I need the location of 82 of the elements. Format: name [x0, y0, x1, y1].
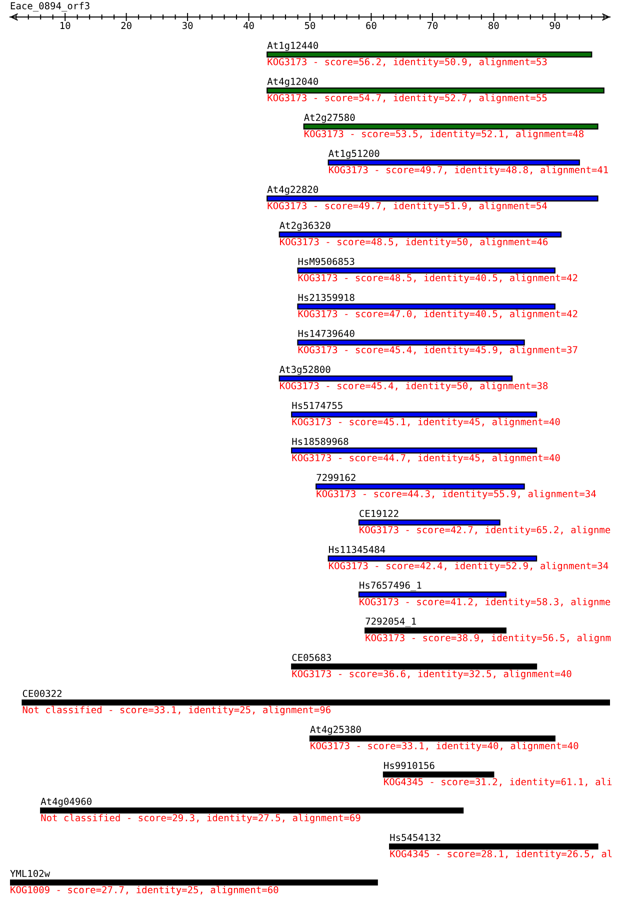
x-tick-label: 80: [488, 22, 499, 30]
bar: [309, 736, 556, 742]
bar: [40, 808, 464, 814]
y-tick-label: At1g51200: [328, 150, 380, 159]
annotation: KOG3173 - score=54.7, identity=52.7, alignment=55: [268, 94, 547, 104]
annotation: KOG3173 - score=44.3, identity=55.9, alignment=34: [316, 490, 596, 500]
bar: [10, 880, 378, 886]
y-tick-label: At1g12440: [267, 42, 318, 51]
y-tick-label: Hs21359918: [298, 294, 354, 302]
bar: [389, 844, 598, 850]
y-tick-label: Hs18589968: [292, 438, 348, 446]
x-tick-label: 90: [550, 22, 560, 30]
annotation: Not classified - score=29.3, identity=27.5, alignment=69: [41, 814, 360, 824]
annotation: KOG4345 - score=31.2, identity=61.1, ali: [384, 778, 612, 788]
x-tick-label: 20: [121, 22, 132, 30]
annotation: KOG3173 - score=48.5, identity=50, alignment=46: [280, 238, 548, 248]
y-tick-label: CE00322: [22, 690, 62, 698]
annotation: KOG4345 - score=28.1, identity=26.5, al: [390, 850, 612, 860]
y-tick-label: HsM9506853: [298, 258, 354, 266]
bar: [297, 304, 556, 310]
annotation: KOG3173 - score=49.7, identity=51.9, alignment=54: [268, 202, 547, 212]
annotation: KOG3173 - score=49.7, identity=48.8, alignment=41: [329, 166, 608, 176]
x-tick-label: 60: [366, 22, 376, 30]
x-tick-label: 40: [244, 22, 254, 30]
bar: [266, 88, 604, 94]
annotation: KOG3173 - score=47.0, identity=40.5, alignment=42: [298, 310, 578, 320]
annotation: KOG3173 - score=42.7, identity=65.2, alignme: [360, 526, 610, 536]
annotation: KOG3173 - score=41.2, identity=58.3, alignme: [360, 598, 610, 608]
bar: [297, 268, 556, 274]
bar: [328, 160, 580, 166]
bar: [291, 448, 538, 454]
annotation: KOG3173 - score=36.6, identity=32.5, alignment=40: [292, 670, 572, 680]
y-tick-label: 7299162: [316, 474, 356, 482]
annotation: KOG3173 - score=48.5, identity=40.5, alignment=42: [298, 274, 578, 284]
annotation: KOG3173 - score=44.7, identity=45, alignment=40: [292, 454, 560, 464]
bar: [316, 484, 525, 490]
y-tick-label: At4g04960: [40, 798, 92, 807]
y-tick-label: Hs7657496_1: [360, 582, 422, 591]
bar: [297, 340, 525, 346]
bar: [358, 520, 500, 526]
y-tick-label: Hs9910156: [384, 762, 434, 770]
bar: [382, 772, 494, 778]
annotation: Not classified - score=33.1, identity=25, alignment=96: [22, 706, 330, 716]
y-tick-label: At2g36320: [280, 222, 330, 231]
y-tick-label: At4g12040: [267, 78, 318, 87]
annotation: KOG3173 - score=53.5, identity=52.1, alignment=48: [304, 130, 584, 140]
y-tick-label: Hs5174755: [292, 402, 342, 410]
annotation: KOG3173 - score=45.4, identity=50, alignment=38: [280, 382, 548, 392]
bar: [266, 196, 598, 202]
y-tick-label: YML102w: [10, 870, 50, 878]
bar: [291, 412, 538, 418]
y-tick-label: At3g52800: [280, 366, 330, 375]
bar: [328, 556, 538, 562]
x-tick-label: 70: [427, 22, 438, 30]
bar: [291, 664, 538, 670]
y-tick-label: CE05683: [292, 654, 331, 662]
annotation: KOG3173 - score=45.1, identity=45, alignment=40: [292, 418, 560, 428]
bar: [22, 700, 610, 706]
bar: [278, 232, 562, 238]
y-tick-label: At4g22820: [267, 186, 318, 195]
bar: [278, 376, 513, 382]
y-tick-label: Hs11345484: [329, 546, 386, 554]
y-tick-label: At4g25380: [310, 726, 361, 735]
bar: [364, 628, 506, 634]
annotation: KOG3173 - score=45.4, identity=45.9, alignment=37: [298, 346, 578, 356]
x-tick-label: 10: [60, 22, 70, 30]
y-tick-label: Hs14739640: [298, 330, 354, 338]
bar: [303, 124, 598, 130]
y-tick-label: Hs5454132: [390, 834, 440, 842]
annotation: KOG1009 - score=27.7, identity=25, alignment=60: [10, 886, 278, 896]
annotation: KOG3173 - score=38.9, identity=56.5, alignm: [366, 634, 611, 644]
annotation: KOG3173 - score=33.1, identity=40, alignment=40: [310, 742, 578, 752]
chart-title: Eace_0894_orf3: [10, 2, 90, 12]
x-tick-label: 30: [182, 22, 193, 30]
annotation: KOG3173 - score=56.2, identity=50.9, alignment=53: [268, 58, 547, 68]
bar: [266, 52, 592, 58]
bar: [358, 592, 506, 598]
y-tick-label: CE19122: [360, 510, 398, 518]
x-tick-label: 50: [304, 22, 316, 30]
annotation: KOG3173 - score=42.4, identity=52.9, alignment=34: [329, 562, 608, 572]
y-tick-label: At2g27580: [304, 114, 355, 123]
y-tick-label: 7292054_1: [366, 618, 416, 627]
